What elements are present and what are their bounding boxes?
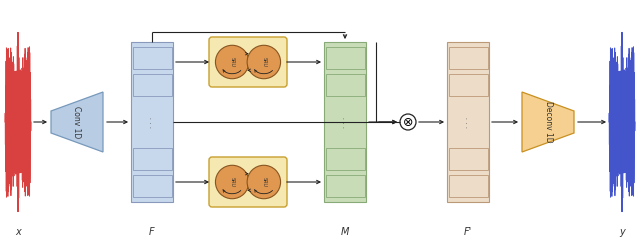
Text: · · ·: · · · <box>149 116 155 128</box>
Bar <box>449 175 488 197</box>
Bar <box>131 42 173 202</box>
Bar <box>326 148 365 170</box>
FancyBboxPatch shape <box>209 37 287 87</box>
Bar <box>132 74 172 96</box>
Polygon shape <box>51 92 103 152</box>
Bar <box>449 148 488 170</box>
Text: SRU: SRU <box>230 57 235 67</box>
Text: F': F' <box>464 227 472 237</box>
Text: SRU: SRU <box>230 177 235 187</box>
Bar <box>326 74 365 96</box>
Circle shape <box>216 165 249 199</box>
Text: Deconv 1D: Deconv 1D <box>543 101 552 143</box>
Bar <box>132 148 172 170</box>
Text: F: F <box>149 227 155 237</box>
Bar <box>449 47 488 69</box>
Bar <box>449 74 488 96</box>
Text: Conv 1D: Conv 1D <box>72 106 81 138</box>
Text: SRU: SRU <box>261 57 266 67</box>
Bar <box>132 47 172 69</box>
Text: y: y <box>619 227 625 237</box>
Circle shape <box>216 45 249 79</box>
Text: $\otimes$: $\otimes$ <box>403 115 413 129</box>
Text: SRU: SRU <box>261 177 266 187</box>
Circle shape <box>247 165 280 199</box>
Text: · · ·: · · · <box>342 116 348 128</box>
Bar <box>326 175 365 197</box>
Bar <box>324 42 366 202</box>
Text: M: M <box>341 227 349 237</box>
FancyBboxPatch shape <box>209 157 287 207</box>
Bar <box>447 42 489 202</box>
Bar <box>132 175 172 197</box>
Text: · · ·: · · · <box>465 116 471 128</box>
Polygon shape <box>522 92 574 152</box>
Text: x: x <box>15 227 21 237</box>
Circle shape <box>400 114 416 130</box>
Circle shape <box>247 45 280 79</box>
Bar <box>326 47 365 69</box>
